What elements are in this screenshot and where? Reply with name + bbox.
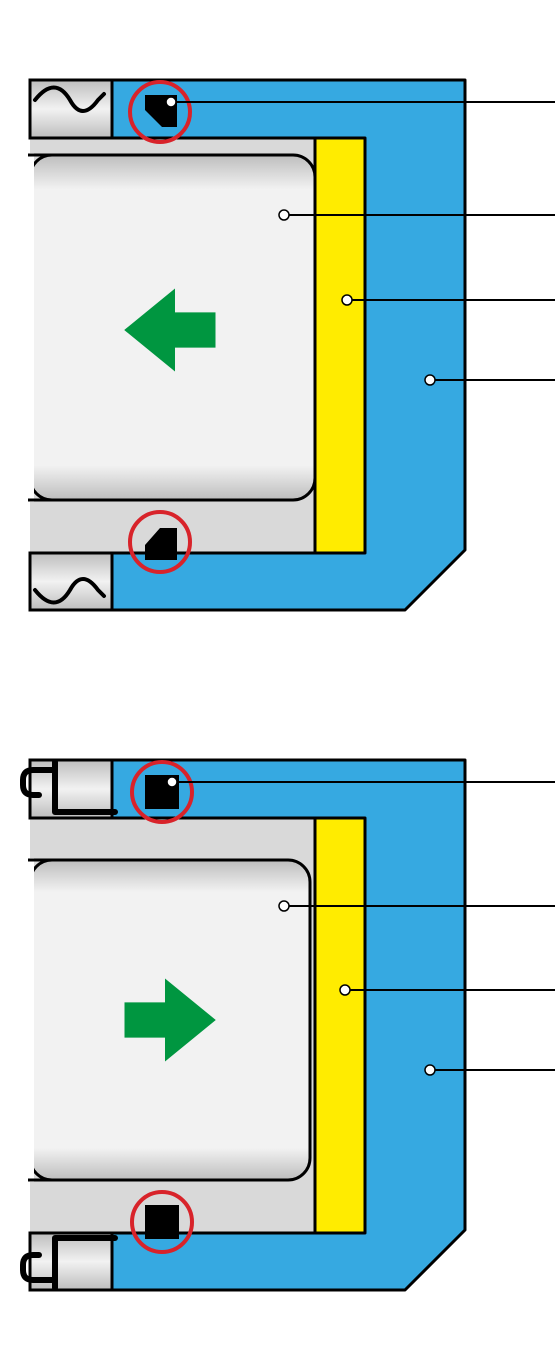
- callout-dot: [166, 97, 176, 107]
- piston-left-mask: [26, 153, 34, 502]
- callout-dot: [425, 1065, 435, 1075]
- seal-bottom: [145, 1205, 179, 1239]
- callout-dot: [340, 985, 350, 995]
- diagram-bottom: [23, 760, 555, 1290]
- diagram-top: [26, 80, 555, 610]
- callout-dot: [279, 901, 289, 911]
- callout-dot: [425, 375, 435, 385]
- callout-dot: [342, 295, 352, 305]
- inlet-bottom: [30, 553, 112, 610]
- piston-left-mask: [26, 858, 34, 1182]
- inlet-top: [30, 80, 112, 138]
- callout-dot: [279, 210, 289, 220]
- callout-dot: [167, 777, 177, 787]
